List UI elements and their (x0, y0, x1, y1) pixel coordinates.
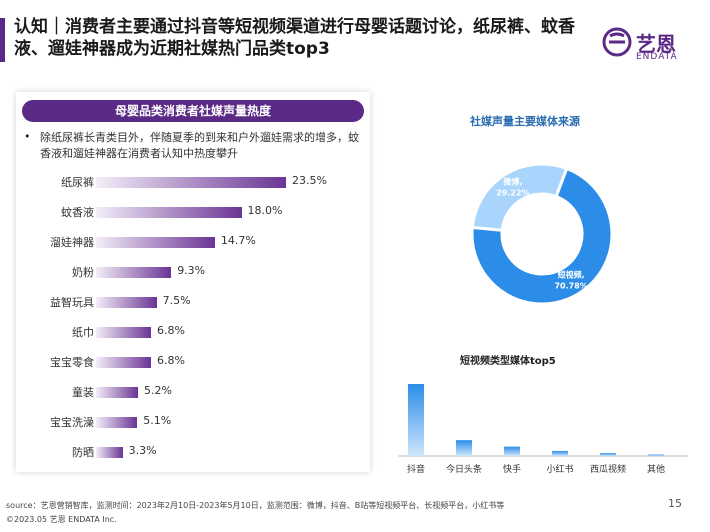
bar (96, 387, 139, 398)
bar (96, 207, 242, 218)
bar-category-label: 宝宝洗澡 (50, 416, 94, 429)
endata-logo-icon (602, 27, 632, 57)
logo-subtext: ENDATA (636, 52, 678, 62)
bar-row: 纸尿裤 23.5% (16, 172, 370, 192)
bar-row: 奶粉 9.3% (16, 262, 370, 282)
bar-row: 宝宝洗澡 5.1% (16, 412, 370, 432)
bar (96, 267, 172, 278)
bar (96, 327, 151, 338)
bar (504, 446, 520, 456)
x-tick-label: 抖音 (407, 463, 425, 475)
bar-row: 纸巾 6.8% (16, 322, 370, 342)
bar-category-label: 防晒 (72, 446, 94, 459)
bar (96, 237, 215, 248)
bullet-text: 除纸尿裤长青类目外，伴随夏季的到来和户外遛娃需求的增多，蚊香液和遛娃神器在消费者… (40, 131, 359, 160)
bar-value-label: 6.8% (156, 324, 185, 337)
bar-value-label: 3.3% (128, 444, 157, 457)
donut-slice-label: 微博, (502, 176, 522, 186)
logo-text: 艺恩 (636, 32, 676, 56)
copyright: ©2023.05 艺恩 ENDATA Inc. (6, 515, 117, 524)
media-source-donut-chart: 短视频, 70.78% 微博, 29.22% (470, 162, 614, 306)
bar (96, 297, 157, 308)
bar-value-label: 23.5% (292, 174, 327, 187)
bar-category-label: 宝宝零食 (50, 356, 94, 369)
bar-category-label: 蚊香液 (61, 206, 94, 219)
bar-row: 溜娃神器 14.7% (16, 232, 370, 252)
left-panel: 母婴品类消费者社媒声量热度 • 除纸尿裤长青类目外，伴随夏季的到来和户外遛娃需求… (16, 92, 370, 472)
page-title: 认知｜消费者主要通过抖音等短视频渠道进行母婴话题讨论，纸尿裤、蚊香液、遛娃神器成… (14, 17, 575, 59)
donut-title: 社媒声量主要媒体来源 (470, 115, 580, 128)
bar-category-label: 纸巾 (72, 326, 94, 339)
donut-slice-label: 70.78% (554, 282, 587, 291)
bar-value-label: 18.0% (247, 204, 283, 217)
x-tick-label: 今日头条 (446, 463, 482, 475)
source-note: source：艺恩营销智库，监测时间：2023年2月10日-2023年5月10日… (6, 501, 505, 510)
bar (456, 440, 472, 456)
bar (552, 450, 568, 456)
bar (408, 384, 424, 456)
bar-value-label: 5.2% (144, 384, 172, 397)
bar (96, 447, 123, 458)
short-video-chart-title: 短视频类型媒体top5 (460, 356, 556, 367)
bar-row: 童装 5.2% (16, 382, 370, 402)
bar-row: 宝宝零食 6.8% (16, 352, 370, 372)
donut-slice-label: 29.22% (496, 188, 529, 197)
bar-row: 蚊香液 18.0% (16, 202, 370, 222)
left-panel-header: 母婴品类消费者社媒声量热度 (22, 100, 364, 122)
bar-row: 防晒 3.3% (16, 442, 370, 462)
bar (600, 453, 616, 456)
page-number: 15 (668, 497, 682, 510)
bar (96, 417, 138, 428)
bar (96, 357, 151, 368)
x-tick-label: 其他 (647, 463, 665, 475)
donut-slice (470, 162, 569, 232)
bullet-icon: • (24, 130, 31, 143)
bar-value-label: 5.1% (143, 414, 172, 427)
bar-value-label: 14.7% (220, 234, 256, 247)
bar-category-label: 纸尿裤 (61, 176, 94, 189)
bar-category-label: 益智玩具 (50, 296, 94, 309)
bar-category-label: 奶粉 (72, 266, 94, 279)
x-tick-label: 快手 (503, 463, 521, 475)
donut-slice (470, 166, 614, 306)
donut-slice-label: 短视频, (558, 270, 585, 280)
x-tick-label: 西瓜视频 (590, 463, 626, 475)
title-accent-bar (0, 18, 5, 62)
x-tick-label: 小红书 (546, 463, 573, 475)
bar-row: 益智玩具 7.5% (16, 292, 370, 312)
bar-category-label: 童装 (72, 386, 94, 399)
bar (96, 177, 286, 188)
bar (648, 454, 664, 456)
bar-value-label: 7.5% (162, 294, 191, 307)
bar-value-label: 6.8% (156, 354, 185, 367)
bar-value-label: 9.3% (177, 264, 206, 277)
bar-category-label: 溜娃神器 (50, 236, 94, 249)
short-video-bar-chart: 抖音 今日头条 快手 小红书 西瓜视频 其他 (398, 384, 688, 475)
